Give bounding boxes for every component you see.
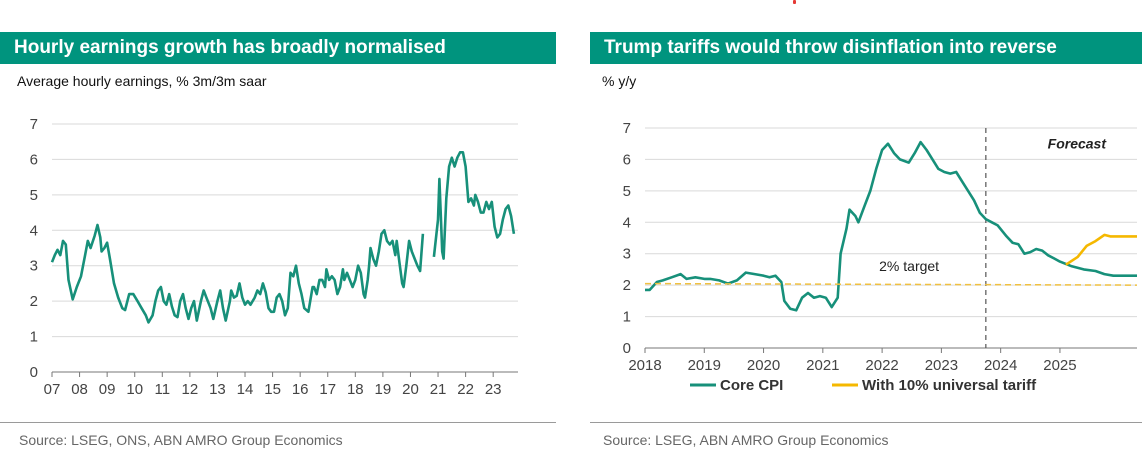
- x-tick-label: 16: [292, 381, 309, 398]
- y-tick-label: 2: [30, 293, 38, 310]
- source-divider: [0, 422, 556, 423]
- x-tick-label: 2021: [806, 357, 839, 374]
- y-tick-label: 2: [623, 277, 631, 294]
- x-tick-label: 22: [457, 381, 474, 398]
- y-tick-label: 1: [30, 329, 38, 346]
- x-tick-label: 07: [44, 381, 61, 398]
- chart-panel-core-cpi: Trump tariffs would throw disinflation i…: [590, 0, 1142, 455]
- target-line: [644, 282, 1138, 286]
- x-tick-label: 19: [375, 381, 392, 398]
- x-tick-label: 10: [126, 381, 143, 398]
- chart-title: Trump tariffs would throw disinflation i…: [590, 32, 1142, 64]
- x-tick-label: 11: [155, 381, 171, 398]
- y-tick-label: 0: [623, 340, 631, 357]
- x-tick-label: 14: [237, 381, 254, 398]
- x-tick-label: 2022: [865, 357, 898, 374]
- x-tick-label: 13: [209, 381, 226, 398]
- x-tick-label: 23: [485, 381, 502, 398]
- x-tick-label: 18: [347, 381, 364, 398]
- x-tick-label: 2023: [925, 357, 958, 374]
- x-tick-label: 2018: [628, 357, 661, 374]
- y-tick-label: 4: [30, 222, 38, 239]
- y-tick-label: 3: [30, 258, 38, 275]
- chart-subtitle: Average hourly earnings, % 3m/3m saar: [17, 73, 267, 89]
- source-divider: [590, 422, 1142, 423]
- source-note: Source: LSEG, ABN AMRO Group Economics: [603, 432, 889, 448]
- line-chart-core-cpi: 0 1 2 3 4 5 6 7 2018 2019 2020 2021 2022 2023 2024 2025…: [623, 120, 1138, 394]
- x-tick-label: 12: [182, 381, 199, 398]
- y-tick-label: 4: [623, 214, 631, 231]
- legend-label: Core CPI: [720, 377, 783, 394]
- y-tick-label: 6: [30, 151, 38, 168]
- x-tick-label: 15: [264, 381, 281, 398]
- x-tick-label: 2025: [1043, 357, 1076, 374]
- y-tick-label: 0: [30, 364, 38, 381]
- red-marker-dot: [793, 0, 796, 4]
- x-tick-label: 09: [99, 381, 116, 398]
- chart-title: Hourly earnings growth has broadly norma…: [0, 32, 556, 64]
- y-tick-label: 6: [623, 151, 631, 168]
- chart-subtitle: % y/y: [602, 73, 637, 89]
- x-tick-label: 17: [319, 381, 336, 398]
- y-tick-label: 7: [623, 120, 631, 137]
- chart-panel-hourly-earnings: Hourly earnings growth has broadly norma…: [0, 0, 556, 455]
- series-line-core-cpi: [645, 140, 1137, 312]
- x-tick-label: 2024: [984, 357, 1017, 374]
- y-tick-label: 5: [30, 187, 38, 204]
- x-tick-label: 20: [402, 381, 419, 398]
- forecast-label: Forecast: [1048, 135, 1108, 151]
- series-line-hourly-earnings: [50, 223, 425, 324]
- series-line-hourly-earnings: [432, 151, 516, 260]
- legend-label: With 10% universal tariff: [862, 377, 1037, 394]
- y-tick-label: 5: [623, 183, 631, 200]
- y-tick-label: 7: [30, 116, 38, 133]
- target-label: 2% target: [879, 258, 939, 274]
- source-note: Source: LSEG, ONS, ABN AMRO Group Econom…: [19, 432, 343, 448]
- series-line-with-10-universal-tariff: [1065, 233, 1137, 266]
- x-tick-label: 21: [430, 381, 447, 398]
- x-tick-label: 2020: [747, 357, 780, 374]
- y-tick-label: 1: [623, 309, 631, 326]
- y-tick-label: 3: [623, 246, 631, 263]
- x-tick-label: 08: [71, 381, 88, 398]
- x-tick-label: 2019: [688, 357, 721, 374]
